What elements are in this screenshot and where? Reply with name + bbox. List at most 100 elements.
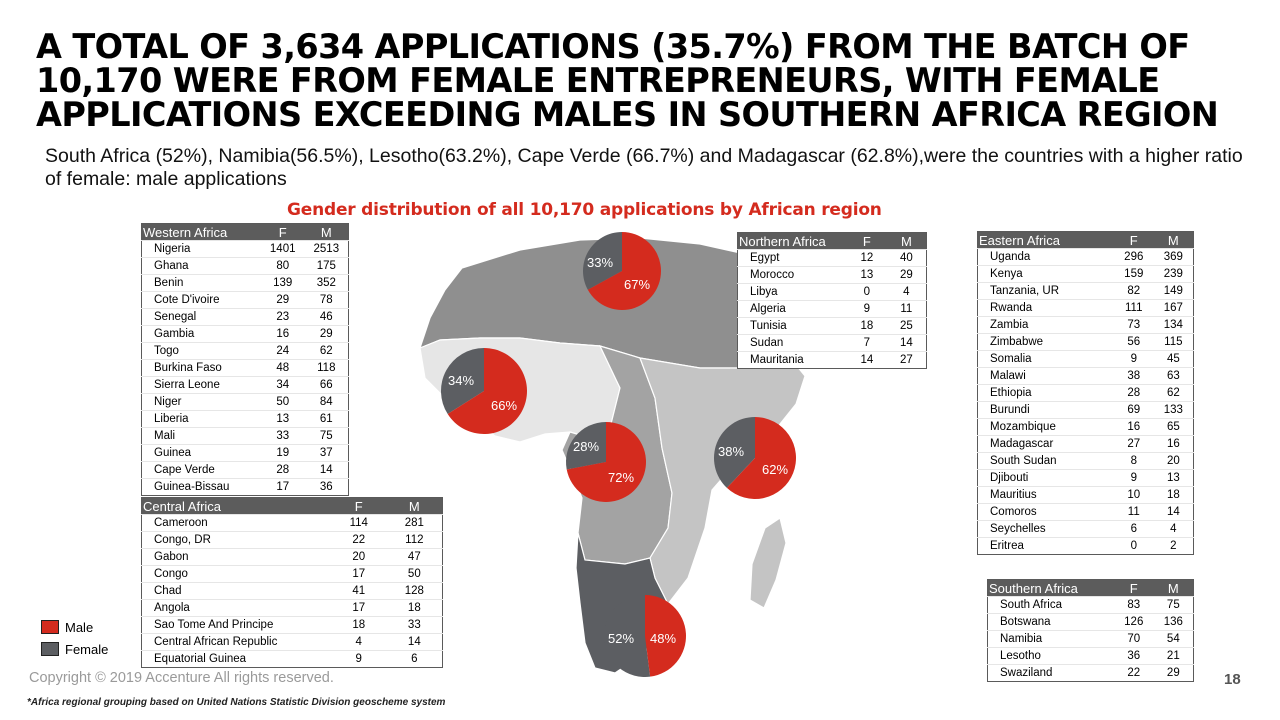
female-count-cell: 114 (330, 514, 387, 532)
country-cell: Cote D'ivoire (141, 291, 261, 309)
legend-item-male: Male (41, 617, 108, 637)
female-count-cell: 10 (1113, 486, 1154, 504)
male-count-cell: 36 (304, 478, 349, 496)
female-count-cell: 13 (847, 266, 887, 284)
country-cell: Uganda (977, 248, 1114, 266)
table-row: Libya 0 4 (737, 283, 927, 301)
pie-slice-female (566, 422, 606, 470)
male-count-cell: 11 (886, 300, 927, 318)
table-row: Guinea-Bissau 17 36 (141, 478, 349, 496)
female-count-cell: 9 (847, 300, 887, 318)
legend-swatch-female (41, 642, 59, 656)
pie-label-male: 67% (624, 277, 650, 292)
male-count-cell: 6 (386, 650, 443, 668)
page-number: 18 (1224, 671, 1241, 688)
country-cell: South Africa (987, 596, 1114, 614)
subtitle: South Africa (52%), Namibia(56.5%), Leso… (45, 145, 1243, 190)
female-count-cell: 1401 (260, 240, 305, 258)
table-central-africa: Central Africa F M Cameroon 114 281 Congo, DR 2… (141, 497, 443, 668)
country-cell: Guinea (141, 444, 261, 462)
female-count-cell: 159 (1113, 265, 1154, 283)
female-count-cell: 48 (260, 359, 305, 377)
country-cell: Madagascar (977, 435, 1114, 453)
country-cell: Central African Republic (141, 633, 331, 651)
pie-eastern-africa: 38% 62% (714, 417, 796, 499)
male-count-cell: 29 (886, 266, 927, 284)
country-cell: Nigeria (141, 240, 261, 258)
male-count-cell: 78 (304, 291, 349, 309)
female-count-cell: 33 (260, 427, 305, 445)
female-count-cell: 70 (1113, 630, 1154, 648)
male-count-cell: 352 (304, 274, 349, 292)
table-row: Zimbabwe 56 115 (977, 333, 1194, 351)
pie-slice-male (447, 348, 527, 434)
country-cell: Seychelles (977, 520, 1114, 538)
country-cell: Djibouti (977, 469, 1114, 487)
female-count-cell: 69 (1113, 401, 1154, 419)
female-count-cell: 41 (330, 582, 387, 600)
region-header-name: Central Africa (141, 497, 331, 515)
male-count-cell: 134 (1153, 316, 1194, 334)
country-cell: Tunisia (737, 317, 848, 335)
male-count-cell: 25 (886, 317, 927, 335)
table-row: Eritrea 0 2 (977, 537, 1194, 555)
country-cell: Congo (141, 565, 331, 583)
female-count-cell: 13 (260, 410, 305, 428)
pie-western-africa: 34% 66% (441, 348, 527, 434)
pie-slice-female (441, 348, 484, 415)
column-header-f: F (330, 497, 387, 515)
pie-slice-female (583, 232, 622, 290)
headline: A TOTAL OF 3,634 APPLICATIONS (35.7%) FR… (36, 27, 1219, 134)
table-row: Mauritania 14 27 (737, 351, 927, 369)
table-row: Zambia 73 134 (977, 316, 1194, 334)
country-cell: Senegal (141, 308, 261, 326)
copyright: Copyright © 2019 Accenture All rights re… (29, 670, 334, 686)
column-header-m: M (304, 223, 349, 241)
table-row: Niger 50 84 (141, 393, 349, 411)
female-count-cell: 27 (1113, 435, 1154, 453)
female-count-cell: 11 (1113, 503, 1154, 521)
female-count-cell: 38 (1113, 367, 1154, 385)
table-row: Congo, DR 22 112 (141, 531, 443, 549)
pie-label-female: 28% (573, 439, 599, 454)
female-count-cell: 8 (1113, 452, 1154, 470)
region-header-name: Western Africa (141, 223, 261, 241)
female-count-cell: 24 (260, 342, 305, 360)
female-count-cell: 12 (847, 249, 887, 267)
table-row: Ghana 80 175 (141, 257, 349, 275)
male-count-cell: 54 (1153, 630, 1194, 648)
male-count-cell: 4 (1153, 520, 1194, 538)
country-cell: Zambia (977, 316, 1114, 334)
table-row: Djibouti 9 13 (977, 469, 1194, 487)
column-header-f: F (260, 223, 305, 241)
pie-charts: 33% 67% 34% 66% 28% 72% 38% 62% 52% 48% (441, 232, 796, 677)
table-western-africa: Western Africa F M Nigeria 1401 2513 Ghana 80 17… (141, 223, 349, 496)
pie-slice-male (587, 232, 661, 310)
table-row: Cote D'ivoire 29 78 (141, 291, 349, 309)
column-header-m: M (1153, 231, 1194, 249)
male-count-cell: 33 (386, 616, 443, 634)
table-row: Chad 41 128 (141, 582, 443, 600)
table-row: Senegal 23 46 (141, 308, 349, 326)
female-count-cell: 28 (1113, 384, 1154, 402)
table-row: Seychelles 6 4 (977, 520, 1194, 538)
male-count-cell: 149 (1153, 282, 1194, 300)
table-row: Comoros 11 14 (977, 503, 1194, 521)
female-count-cell: 14 (847, 351, 887, 369)
footnote-text: Africa regional grouping based on United… (30, 697, 446, 708)
female-count-cell: 36 (1113, 647, 1154, 665)
column-header-m: M (886, 232, 927, 250)
female-count-cell: 80 (260, 257, 305, 275)
pie-label-female: 52% (608, 631, 634, 646)
female-count-cell: 18 (330, 616, 387, 634)
pie-central-africa: 28% 72% (566, 422, 646, 502)
pie-label-male: 48% (650, 631, 676, 646)
male-count-cell: 2513 (304, 240, 349, 258)
female-count-cell: 4 (330, 633, 387, 651)
country-cell: Guinea-Bissau (141, 478, 261, 496)
table-row: Sao Tome And Principe 18 33 (141, 616, 443, 634)
table-row: Kenya 159 239 (977, 265, 1194, 283)
male-count-cell: 175 (304, 257, 349, 275)
table-row: Angola 17 18 (141, 599, 443, 617)
table-row: Rwanda 111 167 (977, 299, 1194, 317)
